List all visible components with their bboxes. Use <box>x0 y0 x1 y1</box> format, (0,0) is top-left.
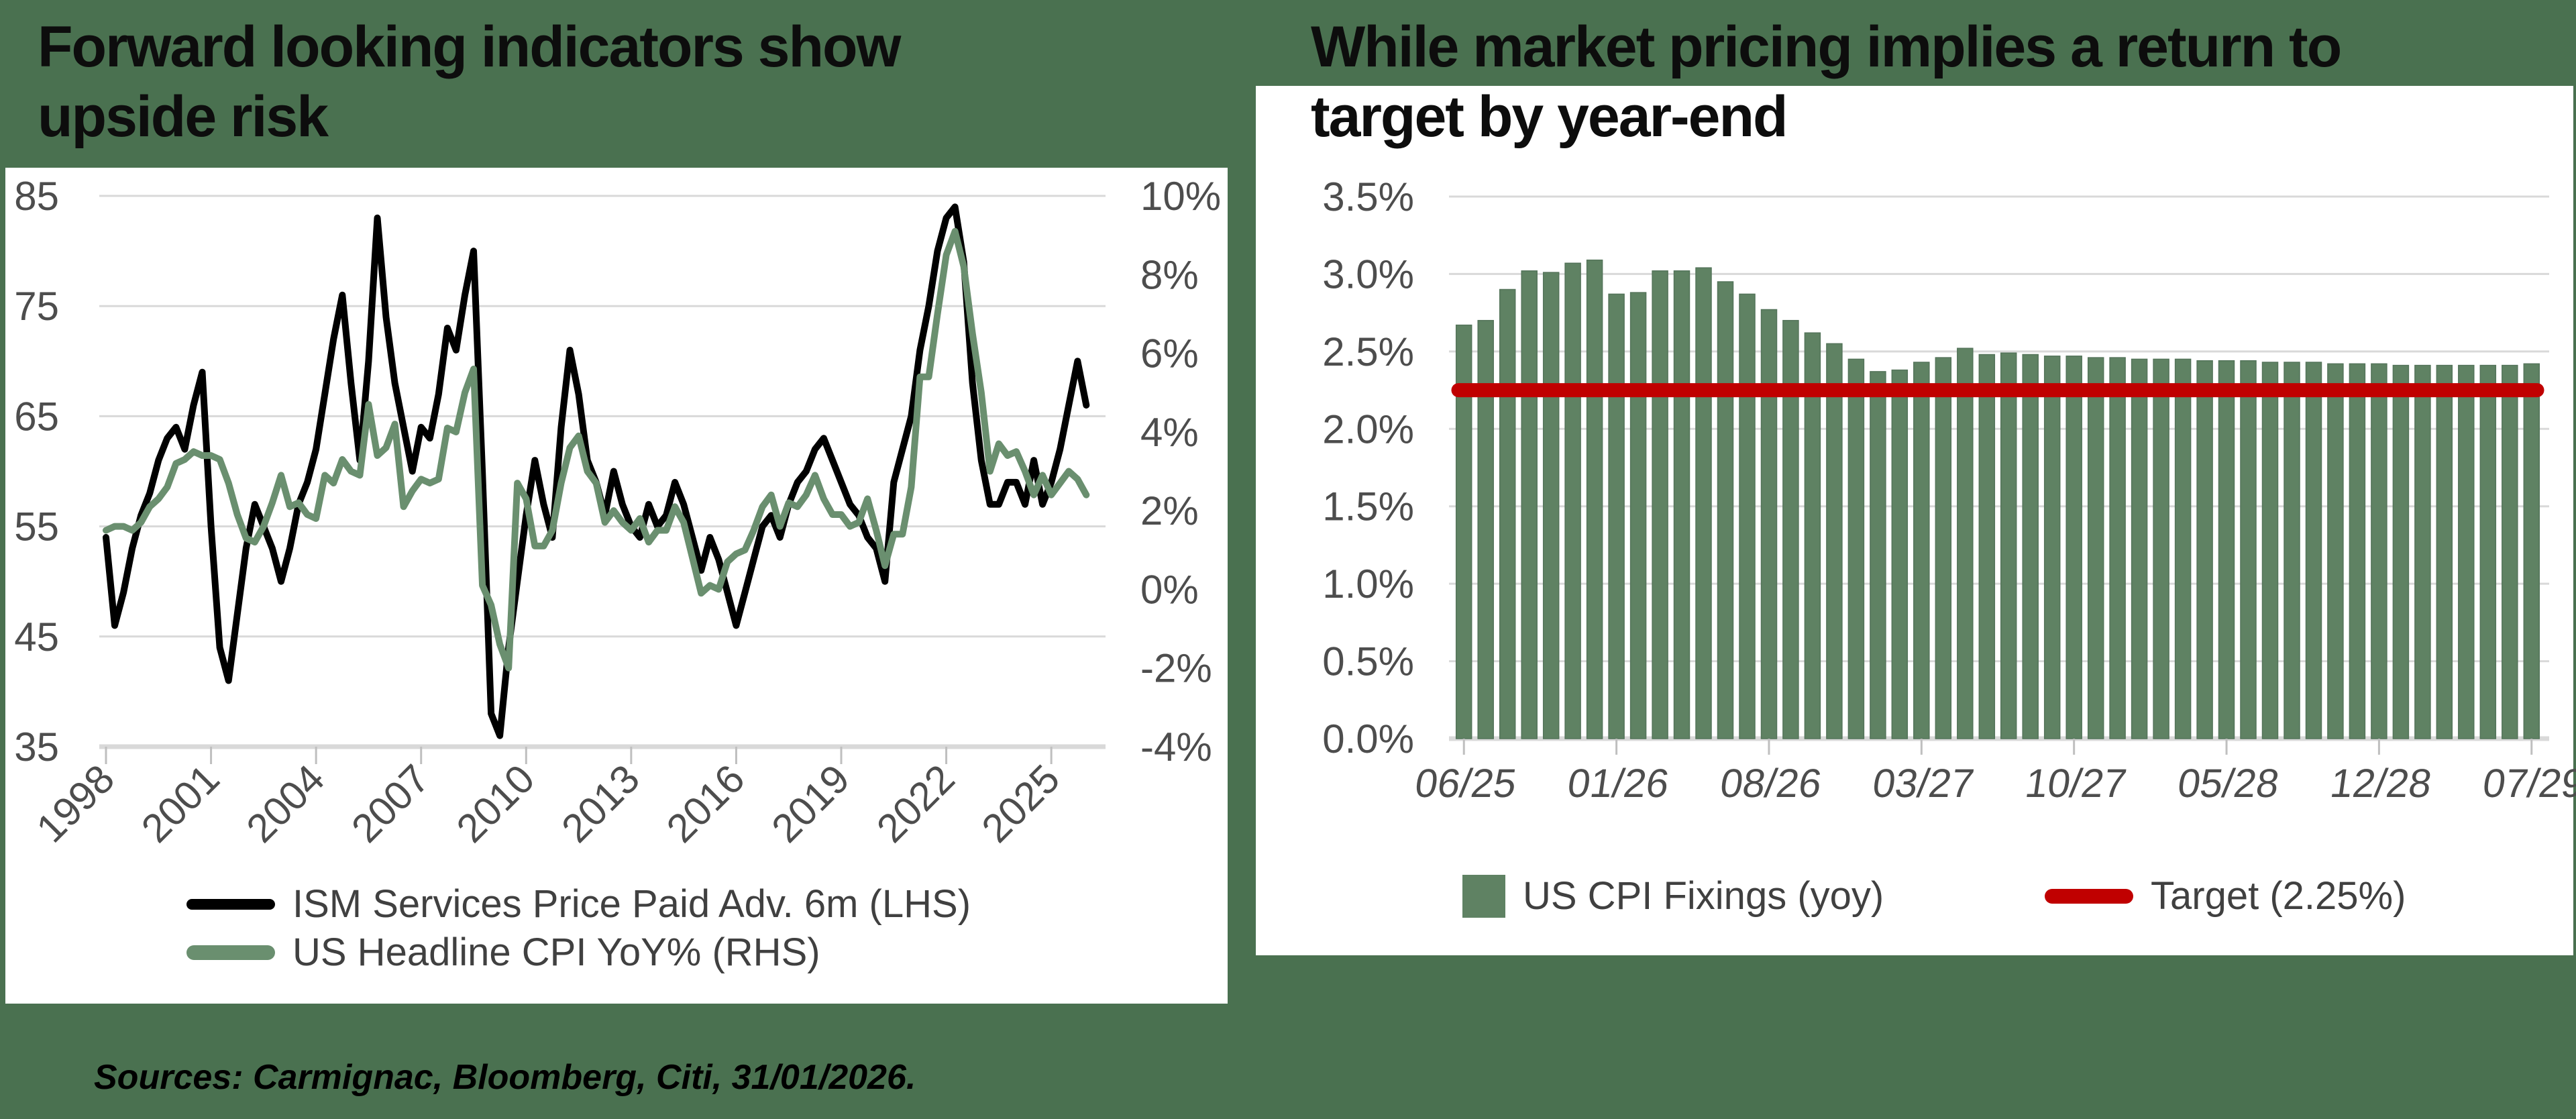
cpi-fixings-legend-label: US CPI Fixings (yoy) <box>1523 874 1884 918</box>
target-line-swatch <box>2045 888 2133 904</box>
right-chart-title-line1: While market pricing implies a return to <box>1311 15 2342 79</box>
left-chart-panel <box>5 168 1228 1004</box>
left-legend-item-ism: ISM Services Price Paid Adv. 6m (LHS) <box>186 882 971 926</box>
left-chart-title-line1: Forward looking indicators show <box>38 15 901 79</box>
left-legend-item-cpi: US Headline CPI YoY% (RHS) <box>186 930 820 975</box>
sources-note: Sources: Carmignac, Bloomberg, Citi, 31/… <box>94 1058 916 1097</box>
cpi-line-swatch <box>186 945 275 960</box>
right-chart-title: While market pricing implies a return to… <box>1311 12 2342 152</box>
left-chart-title-line2: upside risk <box>38 85 329 149</box>
left-chart-title: Forward looking indicators show upside r… <box>38 12 901 152</box>
right-chart-panel <box>1256 86 2573 955</box>
right-legend-item-fixings: US CPI Fixings (yoy) <box>1462 873 1884 918</box>
cpi-legend-label: US Headline CPI YoY% (RHS) <box>292 930 820 974</box>
ism-legend-label: ISM Services Price Paid Adv. 6m (LHS) <box>292 882 971 926</box>
ism-line-swatch <box>186 898 275 910</box>
cpi-fixings-swatch <box>1462 874 1505 918</box>
right-chart-title-line2: target by year-end <box>1311 85 1788 149</box>
target-legend-label: Target (2.25%) <box>2151 874 2406 918</box>
right-legend-item-target: Target (2.25%) <box>2045 873 2406 918</box>
